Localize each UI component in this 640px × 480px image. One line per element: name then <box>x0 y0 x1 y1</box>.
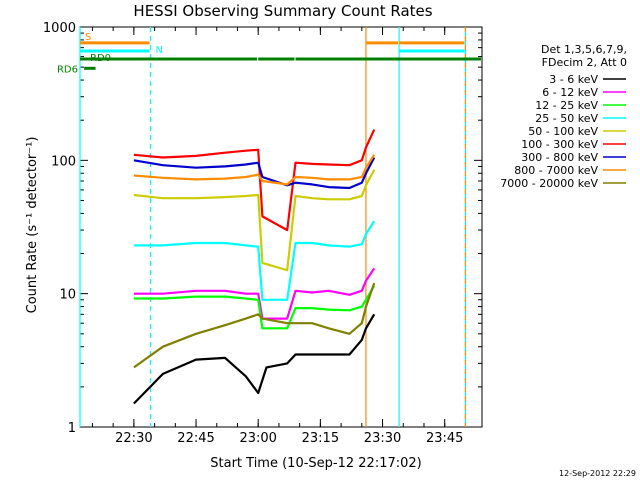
legend-label: 7000 - 20000 keV <box>500 177 598 190</box>
series-line <box>133 285 376 330</box>
flag-label: RD6 <box>57 64 78 75</box>
series-line <box>133 154 376 186</box>
x-axis-label: Start Time (10-Sep-12 22:17:02) <box>210 456 421 471</box>
flag-label: RD0 <box>90 53 111 64</box>
plot-area: 1 10 100 1000 22:30 22:45 23:00 23:15 23:30 23:45… <box>43 21 483 446</box>
y-tick-label: 100 <box>51 154 76 169</box>
legend-label: 25 - 50 keV <box>535 112 598 125</box>
legend-label: 6 - 12 keV <box>542 86 598 99</box>
x-tick-label: 23:00 <box>239 431 276 446</box>
chart-title: HESSI Observing Summary Count Rates <box>133 2 432 20</box>
footer-date: 12-Sep-2012 22:29 <box>559 469 636 478</box>
x-tick-label: 23:15 <box>302 431 339 446</box>
series-line <box>133 156 376 190</box>
y-tick-label: 1000 <box>43 21 76 36</box>
legend-label: 300 - 800 keV <box>521 151 598 164</box>
y-tick-label: 1 <box>68 421 76 436</box>
series-line <box>133 129 376 232</box>
legend-label: 800 - 7000 keV <box>514 164 598 177</box>
legend-header: Det 1,3,5,6,7,9, FDecim 2, Att 0 <box>541 43 627 69</box>
legend-label: 100 - 300 keV <box>521 138 598 151</box>
y-tick-label: 10 <box>59 288 76 303</box>
legend-label: 12 - 25 keV <box>535 99 598 112</box>
legend-header-line-2: FDecim 2, Att 0 <box>542 56 627 69</box>
series-line <box>133 267 376 320</box>
series-line <box>133 282 376 369</box>
series-line <box>133 313 376 405</box>
flag-label: N <box>155 45 162 56</box>
y-axis-label: Count Rate (s⁻¹ detector⁻¹) <box>25 137 40 314</box>
x-tick-label: 22:30 <box>115 431 152 446</box>
legend-label: 3 - 6 keV <box>549 73 598 86</box>
flag-label: S <box>85 32 91 43</box>
series-line <box>133 169 376 272</box>
x-tick-label: 23:30 <box>364 431 401 446</box>
x-tick-label: 22:45 <box>177 431 214 446</box>
series-line <box>133 220 376 301</box>
legend-header-line-1: Det 1,3,5,6,7,9, <box>541 43 627 56</box>
x-tick-label: 23:45 <box>426 431 463 446</box>
legend-label: 50 - 100 keV <box>528 125 598 138</box>
